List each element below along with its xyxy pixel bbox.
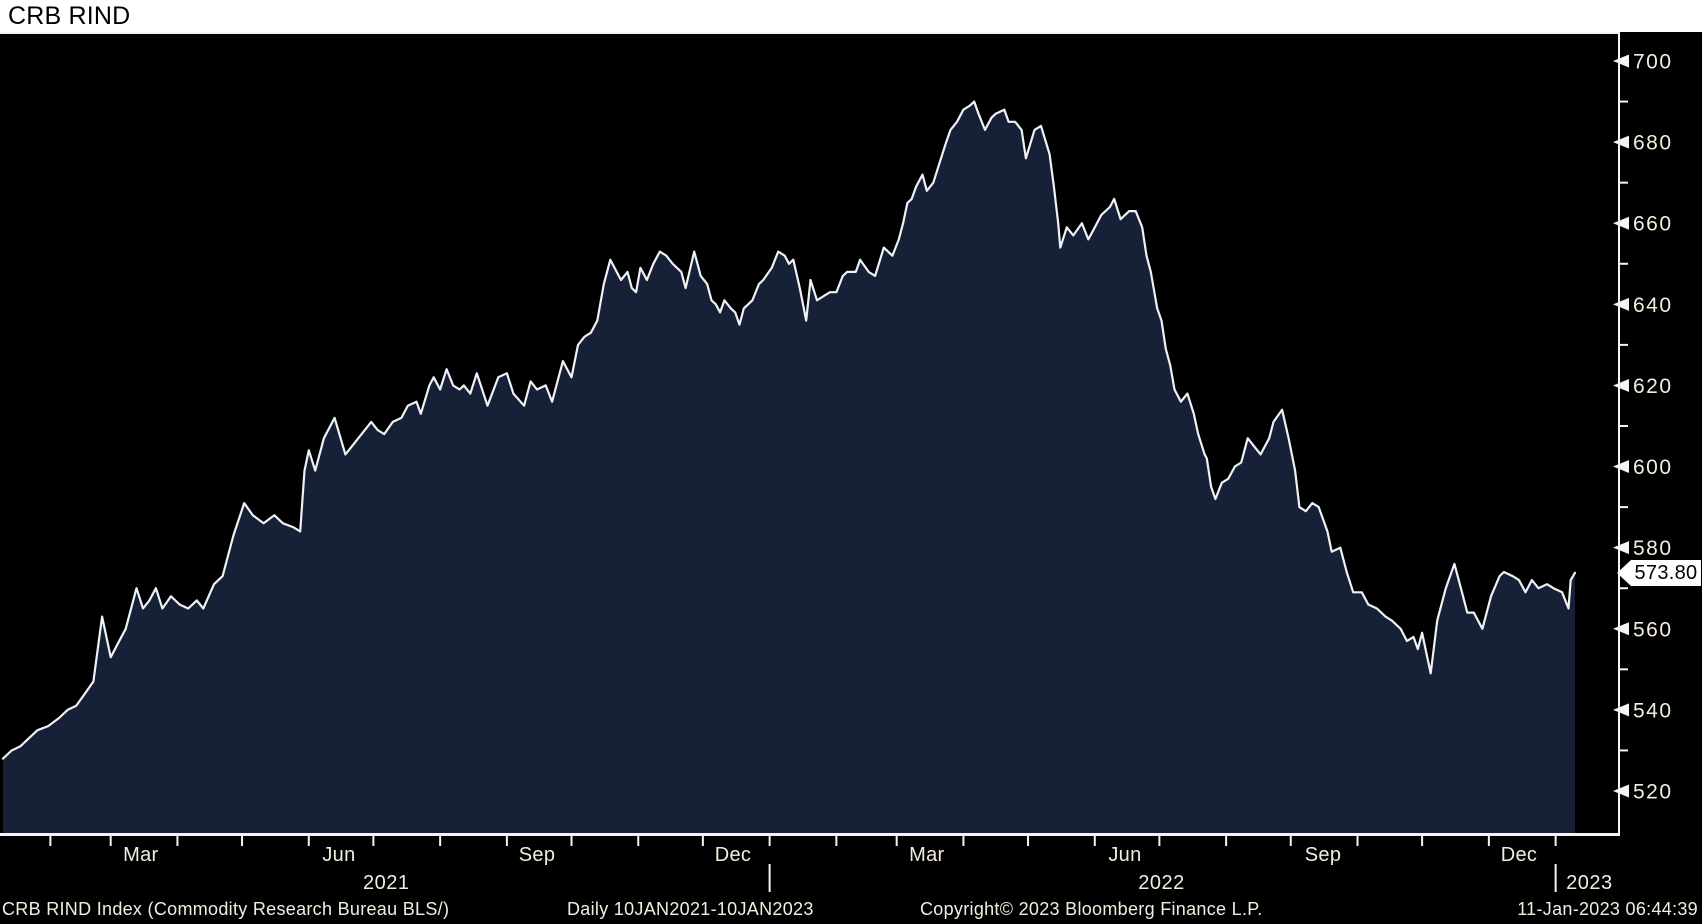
x-month-tick: [241, 836, 244, 846]
y-major-tick-arrow-icon: [1613, 54, 1629, 68]
x-month-tick: [307, 836, 310, 846]
year-divider-tick: [768, 864, 771, 892]
year-label: 2022: [1138, 872, 1185, 894]
x-month-tick: [109, 836, 112, 846]
x-month-tick: [962, 836, 965, 846]
y-major-tick-arrow-icon: [1613, 460, 1629, 474]
x-month-tick: [1421, 836, 1424, 846]
y-tick-label: 580: [1633, 537, 1673, 560]
y-minor-tick: [1620, 343, 1628, 346]
y-tick-label: 680: [1633, 132, 1673, 155]
y-tick-label: 640: [1633, 294, 1673, 317]
month-label: Sep: [519, 844, 556, 866]
x-month-tick: [372, 836, 375, 846]
x-month-tick: [1289, 836, 1292, 846]
y-major-tick-arrow-icon: [1613, 216, 1629, 230]
y-major-tick-arrow-icon: [1613, 135, 1629, 149]
year-label: 2023: [1566, 872, 1613, 894]
last-price-tag: 573.80: [1617, 559, 1701, 586]
x-month-tick: [176, 836, 179, 846]
x-month-tick: [895, 836, 898, 846]
month-label: Mar: [123, 844, 158, 866]
month-label: Jun: [1108, 844, 1141, 866]
y-minor-tick: [1620, 262, 1628, 265]
x-month-tick: [1225, 836, 1228, 846]
x-month-tick: [1158, 836, 1161, 846]
y-minor-tick: [1620, 668, 1628, 671]
y-minor-tick: [1620, 749, 1628, 752]
chart-area-fill: [3, 101, 1575, 834]
year-divider-tick: [1554, 864, 1557, 892]
y-tick-label: 540: [1633, 699, 1673, 722]
x-month-tick: [1554, 836, 1557, 846]
y-major-tick-arrow-icon: [1613, 378, 1629, 392]
y-tick-label: 620: [1633, 375, 1673, 398]
month-label: Sep: [1305, 844, 1342, 866]
y-tick-label: 600: [1633, 456, 1673, 479]
title-bar: CRB RIND: [0, 0, 1702, 32]
month-label: Dec: [1501, 844, 1537, 866]
x-axis-line: [0, 833, 1620, 836]
y-major-tick-arrow-icon: [1613, 703, 1629, 717]
footer-series-description: CRB RIND Index (Commodity Research Burea…: [2, 899, 450, 919]
month-label: Jun: [322, 844, 355, 866]
chart-price-line: [1, 100, 1577, 760]
x-month-tick: [701, 836, 704, 846]
footer-copyright: Copyright© 2023 Bloomberg Finance L.P.: [920, 899, 1263, 919]
y-minor-tick: [1620, 587, 1628, 590]
month-label: Dec: [715, 844, 751, 866]
y-minor-tick: [1620, 181, 1628, 184]
x-month-tick: [505, 836, 508, 846]
footer-date-range: Daily 10JAN2021-10JAN2023: [567, 899, 814, 919]
y-minor-tick: [1620, 425, 1628, 428]
y-tick-label: 660: [1633, 213, 1673, 236]
y-major-tick-arrow-icon: [1613, 622, 1629, 636]
y-tick-label: 700: [1633, 51, 1673, 74]
y-major-tick-arrow-icon: [1613, 297, 1629, 311]
x-month-tick: [1027, 836, 1030, 846]
y-tick-label: 520: [1633, 781, 1673, 804]
x-month-tick: [49, 836, 52, 846]
x-month-tick: [439, 836, 442, 846]
month-label: Mar: [909, 844, 944, 866]
x-month-tick: [1093, 836, 1096, 846]
y-major-tick-arrow-icon: [1613, 784, 1629, 798]
chart-title: CRB RIND: [8, 2, 131, 30]
y-axis-line: [1618, 32, 1620, 836]
chart-region: 520 540 560 580 600 620 640 660 680 700 Mar Jun Sep D…: [0, 32, 1702, 924]
price-chart-svg: 520 540 560 580 600 620 640 660 680 700 Mar Jun Sep D…: [0, 32, 1673, 894]
y-minor-tick: [1620, 100, 1628, 103]
y-tick-label: 560: [1633, 618, 1673, 641]
x-month-tick: [835, 836, 838, 846]
footer-timestamp: 11-Jan-2023 06:44:39: [1517, 899, 1698, 919]
footer-bar: CRB RIND Index (Commodity Research Burea…: [0, 896, 1702, 922]
x-month-tick: [1356, 836, 1359, 846]
x-month-tick: [637, 836, 640, 846]
x-month-tick: [1487, 836, 1490, 846]
y-major-tick-arrow-icon: [1613, 541, 1629, 555]
year-label: 2021: [363, 872, 410, 894]
x-month-tick: [768, 836, 771, 846]
y-minor-tick: [1620, 506, 1628, 509]
x-month-tick: [570, 836, 573, 846]
plot-top-border: [0, 32, 1620, 34]
